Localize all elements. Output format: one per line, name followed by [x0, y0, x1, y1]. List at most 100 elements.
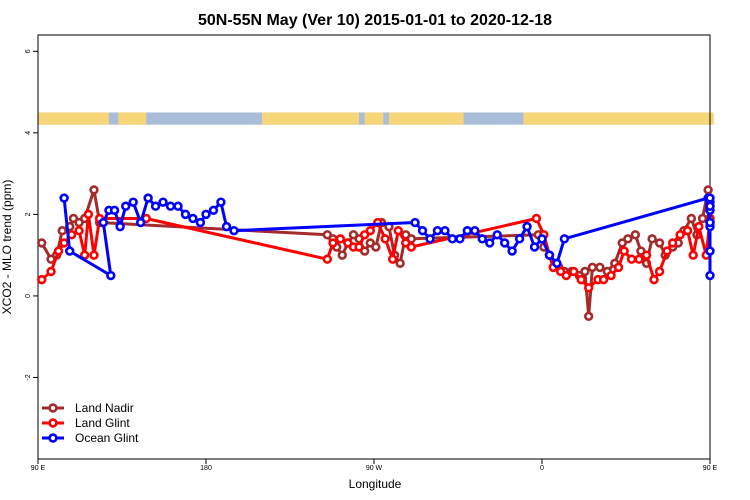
data-point: [371, 242, 381, 252]
land-band-segment: [38, 112, 109, 125]
data-point: [188, 213, 198, 224]
data-point: [89, 250, 99, 260]
data-point: [221, 221, 232, 232]
land-band-segment: [118, 112, 147, 125]
legend-marker: [48, 418, 58, 428]
data-point: [143, 193, 153, 203]
y-tick-label: 4: [25, 131, 32, 135]
data-point: [337, 250, 347, 260]
data-point: [229, 225, 239, 236]
land-band-segment: [388, 112, 464, 125]
data-point: [544, 250, 555, 260]
x-tick-label: 90 E: [31, 465, 46, 472]
series-ocean-glint: [59, 193, 715, 281]
data-point: [150, 201, 161, 211]
data-point: [662, 246, 672, 256]
data-point: [667, 238, 678, 248]
x-tick-label: 180: [200, 465, 212, 472]
data-point: [65, 246, 75, 256]
data-point: [634, 254, 644, 264]
data-point: [559, 234, 570, 244]
data-point: [686, 213, 697, 224]
data-point: [485, 238, 495, 248]
x-tick-label: 90 E: [703, 465, 718, 472]
data-point: [649, 274, 659, 285]
data-point: [529, 242, 540, 252]
data-point: [455, 234, 465, 244]
data-point: [89, 185, 99, 195]
data-point: [630, 230, 641, 240]
data-point: [705, 217, 715, 228]
data-point: [583, 311, 594, 322]
data-point: [552, 258, 562, 269]
data-point: [507, 246, 517, 256]
data-point: [654, 238, 665, 248]
data-point: [106, 270, 116, 281]
data-point: [335, 234, 346, 244]
data-point: [623, 234, 633, 244]
y-tick-label: -2: [25, 374, 32, 380]
data-point: [365, 225, 375, 236]
data-point: [703, 185, 713, 195]
data-point: [46, 266, 56, 277]
data-point: [53, 246, 64, 256]
data-point: [74, 225, 84, 236]
legend-label: Ocean Glint: [75, 431, 139, 445]
data-point: [354, 242, 364, 252]
data-point: [59, 238, 69, 248]
data-point: [613, 262, 624, 273]
y-tick-label: 6: [25, 49, 32, 53]
data-point: [470, 225, 480, 236]
data-point: [406, 242, 417, 252]
y-tick-label: 0: [25, 294, 32, 298]
data-point: [83, 209, 94, 220]
data-point: [598, 274, 609, 285]
data-point: [322, 254, 333, 264]
data-point: [201, 209, 211, 220]
data-point: [57, 225, 67, 236]
data-point: [432, 225, 443, 236]
data-point: [576, 274, 586, 285]
data-point: [705, 246, 715, 256]
data-point: [583, 283, 594, 293]
data-point: [654, 266, 665, 277]
data-point: [59, 193, 69, 203]
data-point: [37, 274, 47, 285]
data-point: [216, 197, 226, 207]
data-point: [682, 225, 693, 236]
data-point: [180, 209, 191, 220]
data-point: [195, 217, 206, 228]
land-band-segment: [523, 112, 714, 125]
data-point: [641, 250, 652, 260]
land-band-segment: [262, 112, 360, 125]
data-point: [587, 262, 598, 273]
data-point: [417, 225, 428, 236]
data-point: [705, 270, 715, 281]
legend-label: Land Glint: [75, 416, 130, 430]
series-line: [40, 212, 712, 290]
data-point: [531, 213, 542, 224]
data-point: [440, 225, 450, 236]
data-point: [387, 254, 398, 264]
data-point: [425, 234, 435, 244]
data-point: [395, 258, 405, 269]
data-point: [135, 217, 146, 228]
data-point: [98, 217, 109, 228]
data-point: [647, 234, 657, 244]
data-point: [208, 205, 219, 216]
data-point: [109, 205, 120, 216]
data-point: [697, 213, 708, 224]
data-point: [37, 238, 47, 248]
data-point: [492, 230, 502, 240]
y-tick-label: 2: [25, 212, 32, 216]
data-point: [477, 234, 487, 244]
x-tick-label: 90 W: [366, 465, 383, 472]
data-point: [522, 221, 532, 232]
y-axis-label: XCO2 - MLO trend (ppm): [0, 180, 14, 315]
data-point: [158, 197, 168, 207]
data-point: [393, 225, 403, 236]
data-point: [595, 262, 605, 273]
data-point: [173, 201, 183, 211]
